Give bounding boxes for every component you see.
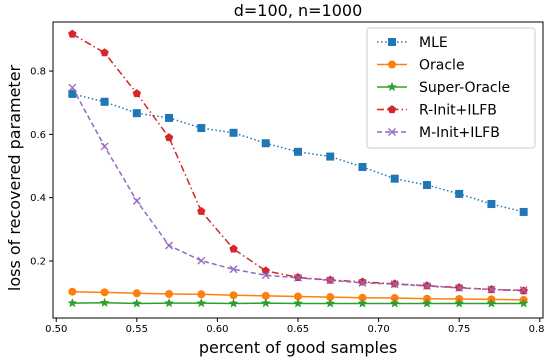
data-point [389, 298, 400, 308]
data-point [261, 139, 270, 148]
data-point [100, 97, 109, 106]
data-point [229, 244, 238, 253]
series-layer [67, 29, 529, 308]
data-point [326, 276, 335, 285]
data-point [518, 298, 529, 308]
data-point [454, 298, 465, 308]
series-super-oracle [67, 297, 529, 308]
data-point [261, 271, 270, 280]
data-point [358, 277, 367, 286]
series-m-init-ilfb [68, 83, 528, 295]
data-point [68, 29, 77, 38]
legend-marker-super-oracle [387, 81, 397, 92]
axis-ticks: 0.50 0.55 0.60 0.65 0.70 0.75 0.80 0.2 0.4 0.6 0.8 [30, 67, 544, 335]
data-point [358, 278, 367, 287]
data-point [422, 282, 431, 290]
data-point [100, 142, 109, 151]
legend-label-super-oracle: Super-Oracle [419, 80, 510, 96]
data-point [487, 285, 496, 294]
data-point [486, 298, 497, 308]
legend-marker-r-init-ilfb [387, 105, 397, 114]
series-line-r-init-ilfb [71, 33, 524, 292]
chart-title: d=100, n=1000 [234, 1, 363, 20]
series-line-m-init-ilfb [71, 87, 524, 291]
legend-label-r-init-ilfb: R-Init+ILFB [419, 103, 497, 119]
data-point [132, 109, 141, 118]
data-point [260, 297, 271, 308]
legend-marker-m-init-ilfb [388, 128, 396, 136]
data-point [519, 286, 528, 295]
data-point [132, 196, 141, 205]
data-point [164, 297, 175, 308]
data-point [165, 113, 174, 122]
data-point [229, 265, 238, 274]
data-point [131, 298, 142, 308]
data-point [68, 287, 77, 296]
x-axis-label: percent of good samples [199, 338, 397, 357]
data-point [487, 200, 496, 209]
data-point [197, 124, 206, 133]
data-point [100, 48, 109, 57]
x-tick-label: 0.55 [126, 324, 148, 335]
data-point [100, 288, 109, 297]
data-point [132, 89, 142, 98]
legend-frame [366, 27, 536, 149]
legend-label-oracle: Oracle [419, 58, 465, 74]
data-point [390, 174, 399, 183]
legend-label-mle: MLE [419, 35, 448, 51]
data-point [455, 189, 464, 198]
data-point [293, 298, 303, 308]
data-point [294, 273, 302, 282]
data-point [455, 283, 464, 292]
data-point [132, 289, 141, 298]
x-tick-label: 0.80 [529, 324, 544, 335]
data-point [196, 297, 207, 308]
data-point [326, 152, 335, 161]
legend: MLE Oracle Super-Oracle R-Init+ILFB M-Init+I… [366, 27, 536, 149]
y-tick-label: 0.6 [30, 130, 46, 141]
y-tick-label: 0.2 [30, 257, 46, 268]
x-tick-label: 0.70 [367, 324, 389, 335]
x-tick-label: 0.50 [45, 324, 67, 335]
data-point [228, 298, 239, 308]
data-point [197, 206, 206, 215]
data-point [421, 298, 432, 308]
x-tick-label: 0.65 [287, 324, 309, 335]
y-axis-label: loss of recovered parameter [5, 64, 24, 291]
series-mle [68, 89, 528, 216]
data-point [357, 298, 368, 308]
x-tick-label: 0.60 [206, 324, 228, 335]
data-point [68, 83, 77, 92]
data-point [197, 256, 206, 265]
y-tick-label: 0.4 [30, 193, 46, 204]
legend-label-m-init-ilfb: M-Init+ILFB [419, 125, 500, 141]
data-point [358, 162, 367, 171]
y-tick-label: 0.8 [30, 67, 46, 78]
data-point [68, 89, 77, 98]
legend-marker-oracle [388, 60, 396, 69]
data-point [325, 298, 336, 308]
data-point [197, 290, 206, 299]
x-tick-label: 0.75 [448, 324, 470, 335]
data-point [422, 181, 431, 190]
legend-marker-mle [388, 38, 396, 46]
series-line-mle [72, 93, 524, 213]
data-point [229, 291, 238, 300]
data-point [165, 289, 174, 298]
data-point [390, 280, 399, 289]
data-point [519, 207, 528, 216]
data-point [165, 241, 174, 250]
data-point [99, 297, 110, 308]
data-point [67, 297, 78, 308]
data-point [229, 128, 238, 137]
data-point [261, 266, 270, 275]
data-point [294, 147, 302, 156]
data-point [164, 133, 174, 142]
